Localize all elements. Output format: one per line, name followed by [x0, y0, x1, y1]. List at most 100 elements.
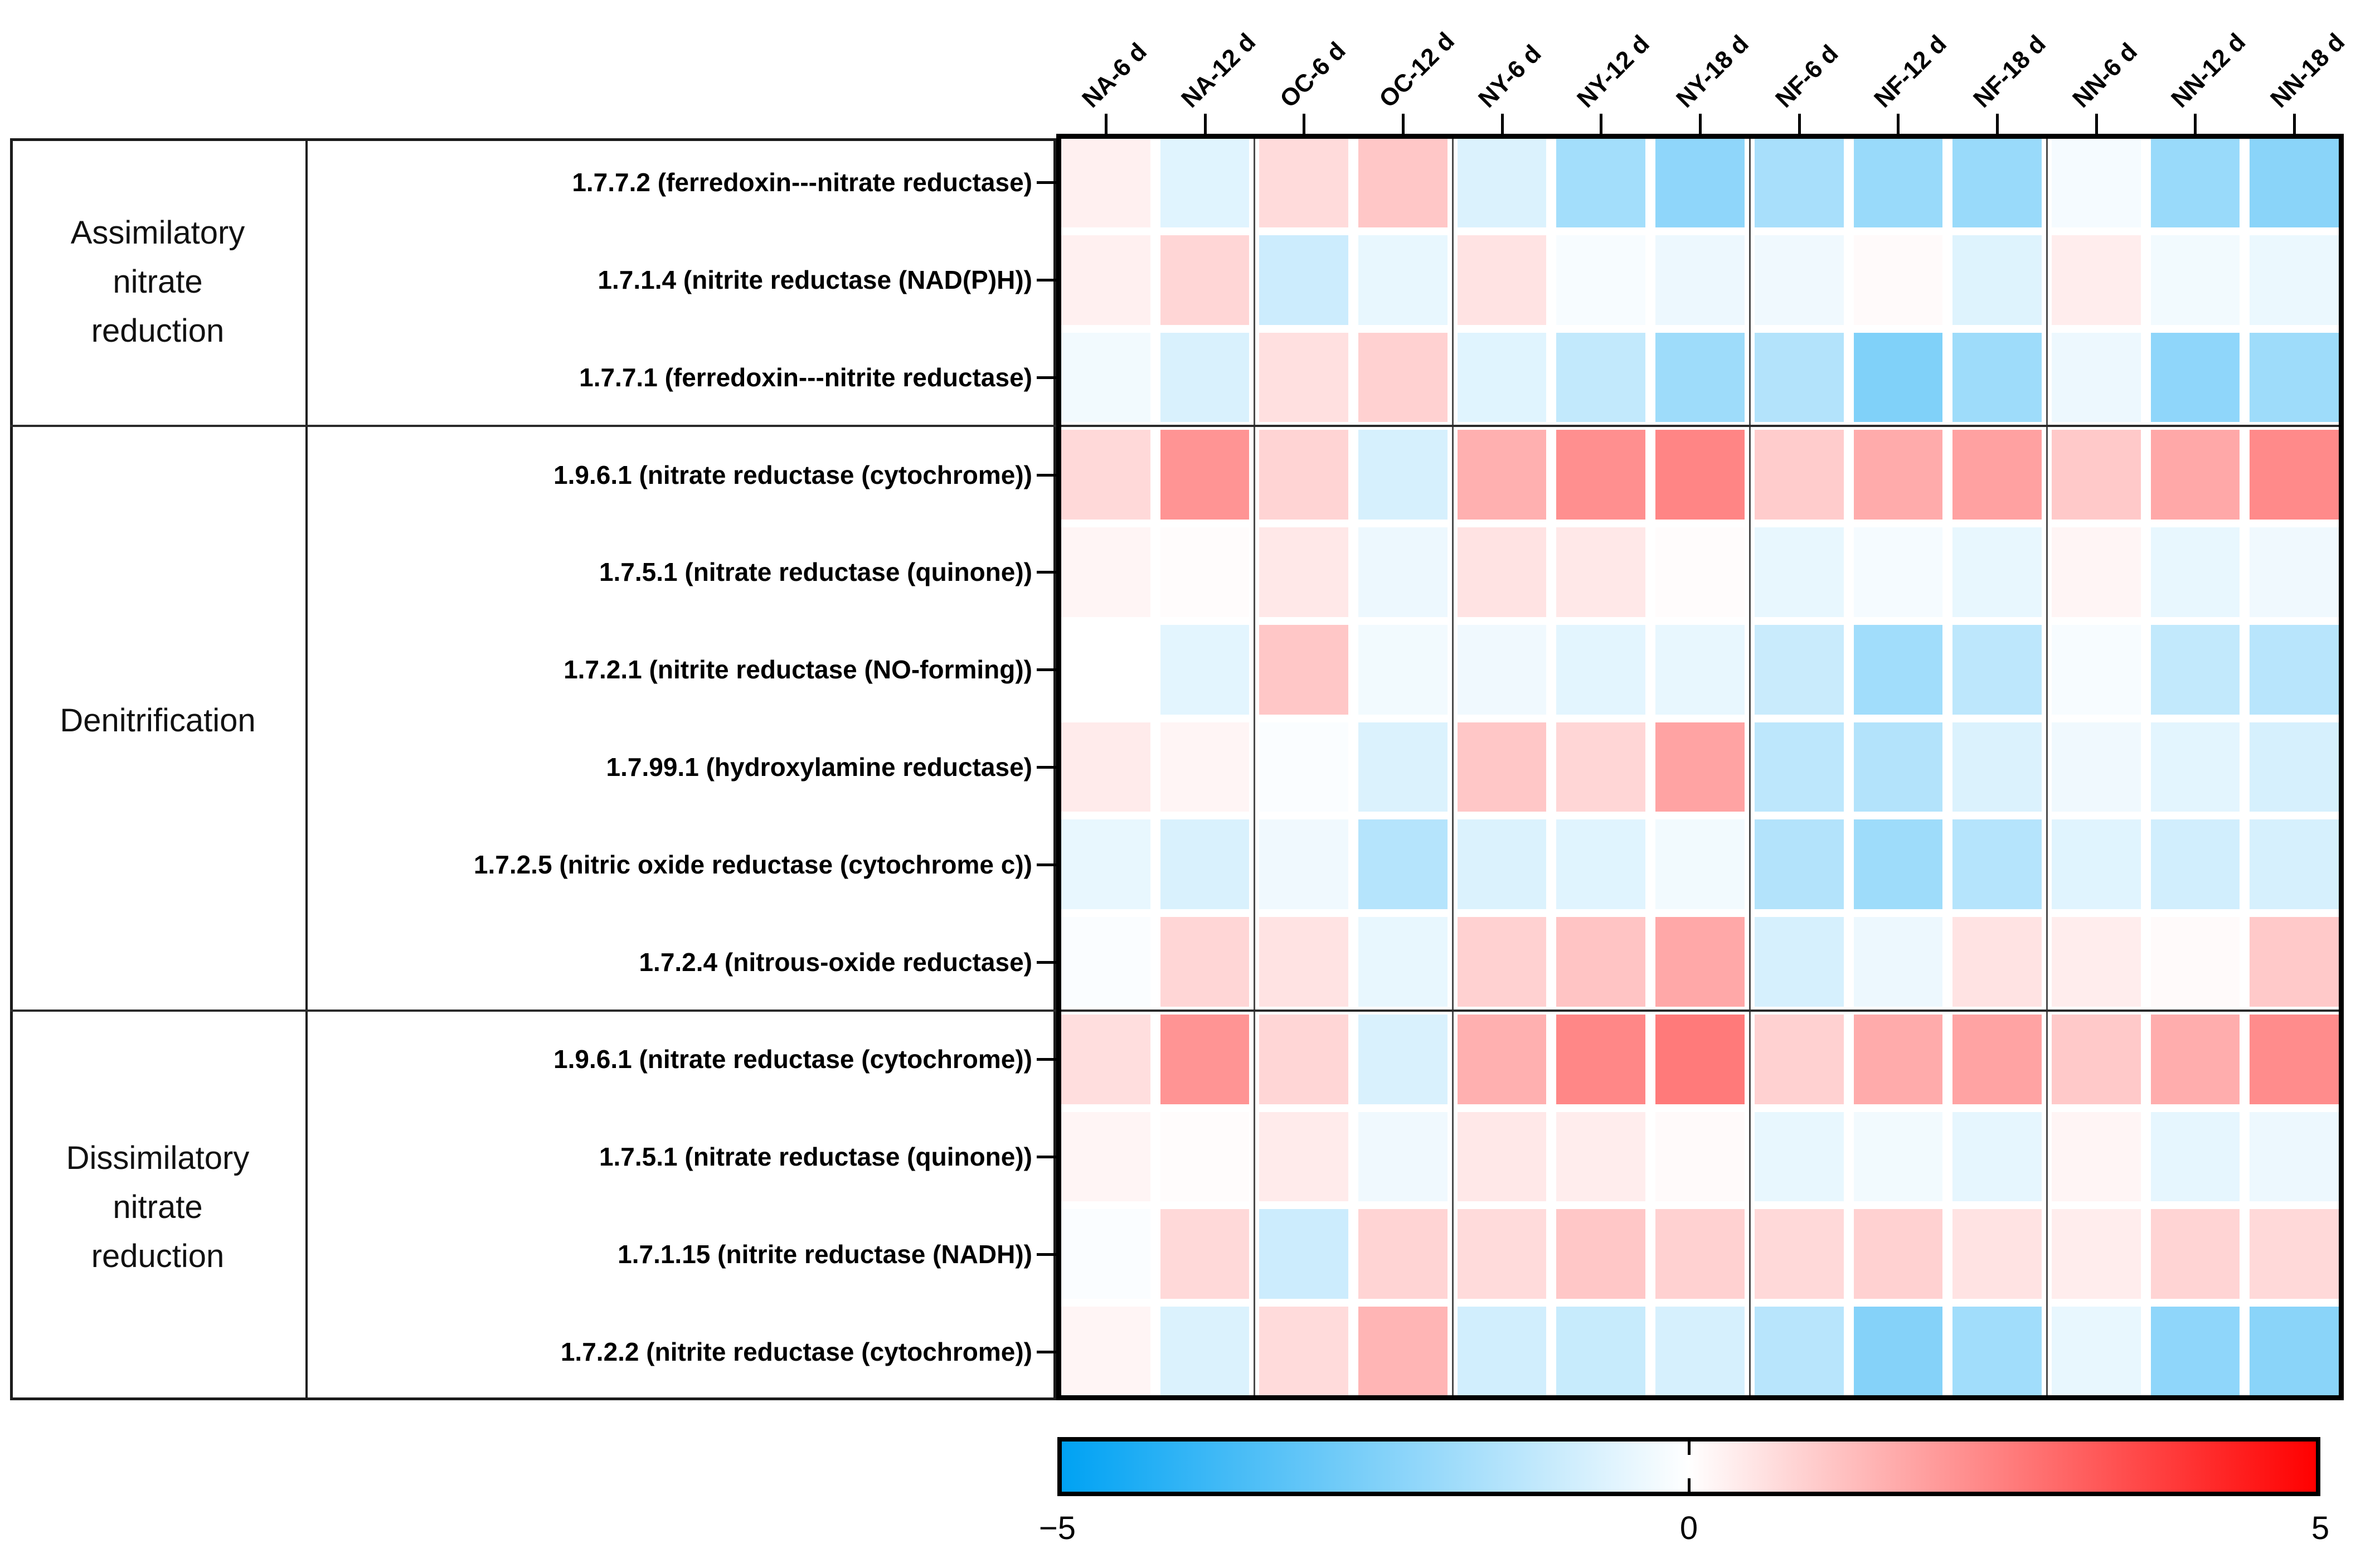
- heatmap-cell: [1061, 819, 1150, 910]
- column-label: NN-18 d: [2265, 28, 2350, 113]
- column-tick: [1500, 114, 1504, 135]
- heatmap-cell: [1358, 819, 1448, 910]
- table-column-divider: [305, 138, 308, 1400]
- heatmap-cell: [1754, 624, 1844, 715]
- column-tick: [1203, 114, 1207, 135]
- heatmap-cell: [1853, 332, 1943, 423]
- heatmap-cell: [1556, 722, 1646, 812]
- heatmap-cell: [1853, 917, 1943, 1007]
- row-tick: [1037, 1253, 1056, 1256]
- column-label: NY-12 d: [1572, 30, 1655, 113]
- heatmap-cell: [1259, 917, 1349, 1007]
- heatmap-cell: [2150, 527, 2240, 617]
- colorbar-label-min: −5: [1038, 1510, 1076, 1546]
- heatmap-cell: [1457, 430, 1547, 520]
- row-tick: [1037, 668, 1056, 672]
- heatmap-cell: [1556, 1014, 1646, 1104]
- heatmap-cell: [2150, 722, 2240, 812]
- heatmap-cell: [2051, 722, 2141, 812]
- row-group-separator: [10, 425, 2344, 428]
- heatmap-cell: [2150, 235, 2240, 325]
- colorbar-zero-tick-top: [1688, 1442, 1691, 1455]
- heatmap-cell: [1061, 1112, 1150, 1202]
- heatmap-cell: [1259, 1209, 1349, 1299]
- heatmap-cell: [1259, 722, 1349, 812]
- heatmap-cell: [2250, 917, 2339, 1007]
- heatmap-cell: [1556, 624, 1646, 715]
- heatmap-cell: [1358, 917, 1448, 1007]
- heatmap-cell: [1259, 138, 1349, 227]
- column-tick: [2095, 114, 2098, 135]
- heatmap-cell: [1457, 1112, 1547, 1202]
- heatmap-cell: [1853, 1014, 1943, 1104]
- heatmap-cell: [2250, 1209, 2339, 1299]
- heatmap-cell: [1655, 917, 1745, 1007]
- heatmap-cell: [2150, 430, 2240, 520]
- heatmap-cell: [1160, 1112, 1250, 1202]
- heatmap-cell: [1061, 1307, 1150, 1396]
- heatmap-cell: [2250, 1112, 2339, 1202]
- heatmap-cell: [1952, 430, 2042, 520]
- row-group-label: Denitrification: [60, 702, 256, 739]
- heatmap-cell: [1655, 819, 1745, 910]
- heatmap-cell: [1358, 138, 1448, 227]
- heatmap-cell: [1853, 138, 1943, 227]
- heatmap-cell: [1952, 819, 2042, 910]
- heatmap-cell: [1259, 235, 1349, 325]
- heatmap-cell: [1259, 624, 1349, 715]
- heatmap-cell: [1556, 138, 1646, 227]
- heatmap-cell: [1754, 235, 1844, 325]
- heatmap-cell: [1061, 624, 1150, 715]
- column-tick: [2194, 114, 2197, 135]
- heatmap-cell: [1061, 917, 1150, 1007]
- enzyme-row-label: 1.7.99.1 (hydroxylamine reductase): [606, 753, 1032, 782]
- heatmap-cell: [1754, 332, 1844, 423]
- heatmap-cell: [1457, 722, 1547, 812]
- heatmap-cell: [2150, 1307, 2240, 1396]
- heatmap-cell: [2051, 527, 2141, 617]
- heatmap-cell: [1952, 138, 2042, 227]
- column-group-separator: [1451, 134, 1454, 1400]
- heatmap-cell: [1952, 527, 2042, 617]
- heatmap-cell: [1556, 235, 1646, 325]
- heatmap-cell: [1952, 1209, 2042, 1299]
- heatmap-cell: [1358, 722, 1448, 812]
- heatmap-cell: [1457, 235, 1547, 325]
- heatmap-cell: [1556, 332, 1646, 423]
- heatmap-cell: [1259, 332, 1349, 423]
- heatmap-cell: [1754, 819, 1844, 910]
- heatmap-cell: [1358, 1209, 1448, 1299]
- heatmap-cell: [2250, 624, 2339, 715]
- heatmap-cell: [2250, 430, 2339, 520]
- heatmap-cell: [1358, 430, 1448, 520]
- heatmap-cell: [1358, 1112, 1448, 1202]
- colorbar-zero-tick-bottom: [1688, 1478, 1691, 1492]
- column-tick: [1104, 114, 1108, 135]
- heatmap-cell: [1754, 1014, 1844, 1104]
- heatmap-cell: [2250, 527, 2339, 617]
- heatmap-cell: [1061, 527, 1150, 617]
- heatmap-cell: [1160, 332, 1250, 423]
- heatmap-cell: [1853, 819, 1943, 910]
- heatmap-cell: [1556, 917, 1646, 1007]
- heatmap-cell: [1655, 1112, 1745, 1202]
- row-tick: [1037, 960, 1056, 964]
- column-tick: [1401, 114, 1405, 135]
- row-group-label: Assimilatory nitrate reduction: [70, 215, 245, 350]
- heatmap-cell: [1853, 1307, 1943, 1396]
- heatmap-cell: [1853, 527, 1943, 617]
- enzyme-row-label: 1.7.5.1 (nitrate reductase (quinone)): [599, 1142, 1032, 1172]
- column-label: OC-12 d: [1373, 27, 1460, 113]
- heatmap-cell: [1061, 1014, 1150, 1104]
- heatmap-cell: [1061, 1209, 1150, 1299]
- heatmap-cell: [2150, 624, 2240, 715]
- column-label: NY-6 d: [1473, 40, 1547, 113]
- heatmap-cell: [1457, 624, 1547, 715]
- column-tick: [1699, 114, 1702, 135]
- enzyme-row-label: 1.7.1.15 (nitrite reductase (NADH)): [618, 1239, 1032, 1269]
- heatmap-cell: [2051, 1014, 2141, 1104]
- heatmap-cell: [1754, 1112, 1844, 1202]
- heatmap-cell: [1952, 1307, 2042, 1396]
- heatmap-cell: [1655, 1209, 1745, 1299]
